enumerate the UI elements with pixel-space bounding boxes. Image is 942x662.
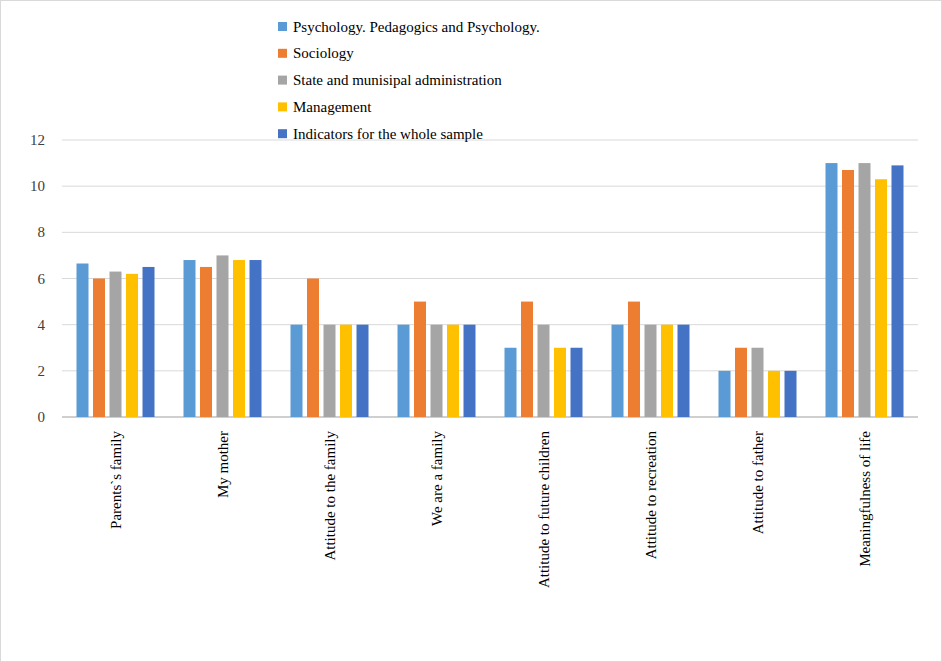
bar — [875, 179, 887, 417]
x-tick-label: Attitude to future children — [536, 431, 552, 589]
bar — [398, 325, 410, 417]
legend-swatch — [278, 129, 287, 138]
bar — [340, 325, 352, 417]
bar — [571, 348, 583, 417]
bar — [126, 274, 138, 417]
bar — [892, 165, 904, 417]
bar — [431, 325, 443, 417]
bar — [447, 325, 459, 417]
bar — [645, 325, 657, 417]
bar — [719, 371, 731, 417]
x-tick-label: Parents`s family — [108, 431, 124, 529]
x-tick-label: Attitude to father — [750, 431, 766, 534]
bar — [628, 302, 640, 417]
legend-label: Sociology — [293, 45, 354, 61]
chart: 0 2 4 6 8 10 12 Parents`s family My mother Attitu… — [0, 0, 942, 662]
legend-label: State and munisipal administration — [293, 72, 502, 88]
bar — [77, 263, 89, 417]
bar — [110, 272, 122, 417]
bar — [505, 348, 517, 417]
bar — [233, 260, 245, 417]
y-tick-label: 6 — [38, 271, 46, 287]
bar — [661, 325, 673, 417]
legend-swatch — [278, 76, 287, 85]
y-tick-label: 2 — [38, 363, 46, 379]
bar — [414, 302, 426, 417]
bar — [200, 267, 212, 417]
x-tick-label: Attitude to recreation — [643, 431, 659, 560]
bar — [826, 163, 838, 417]
y-tick-label: 4 — [38, 317, 46, 333]
y-tick-label: 10 — [30, 178, 45, 194]
bar — [324, 325, 336, 417]
legend-swatch — [278, 102, 287, 111]
bar — [464, 325, 476, 417]
legend-label: Psychology. Pedagogics and Psychology. — [293, 19, 540, 35]
x-tick-label: Attitude to the family — [322, 431, 338, 561]
legend-label: Indicators for the whole sample — [293, 126, 483, 142]
bar — [291, 325, 303, 417]
bar — [184, 260, 196, 417]
bar — [752, 348, 764, 417]
grid — [62, 140, 918, 417]
bar — [735, 348, 747, 417]
bar — [143, 267, 155, 417]
grid-line — [62, 232, 918, 233]
bar — [538, 325, 550, 417]
legend: Psychology. Pedagogics and Psychology. So… — [278, 19, 540, 142]
grid-line — [62, 186, 918, 187]
grid-line — [62, 140, 918, 141]
bar — [250, 260, 262, 417]
bar — [612, 325, 624, 417]
legend-swatch — [278, 49, 287, 58]
bars — [77, 163, 904, 417]
x-tick-label: We are a family — [429, 431, 445, 526]
legend-label: Management — [293, 99, 372, 115]
bar — [521, 302, 533, 417]
bar — [678, 325, 690, 417]
y-tick-label: 8 — [38, 224, 46, 240]
x-tick-label: My mother — [215, 431, 231, 498]
bar — [768, 371, 780, 417]
bar — [217, 255, 229, 417]
legend-swatch — [278, 22, 287, 31]
bar — [842, 170, 854, 417]
y-tick-label: 12 — [30, 132, 45, 148]
bar — [93, 279, 105, 418]
bar — [357, 325, 369, 417]
y-tick-label: 0 — [38, 409, 46, 425]
bar — [859, 163, 871, 417]
x-tick-label: Meaningfulness of life — [857, 431, 873, 567]
bar — [307, 279, 319, 418]
chart-border — [1, 1, 942, 662]
bar — [554, 348, 566, 417]
bar — [785, 371, 797, 417]
